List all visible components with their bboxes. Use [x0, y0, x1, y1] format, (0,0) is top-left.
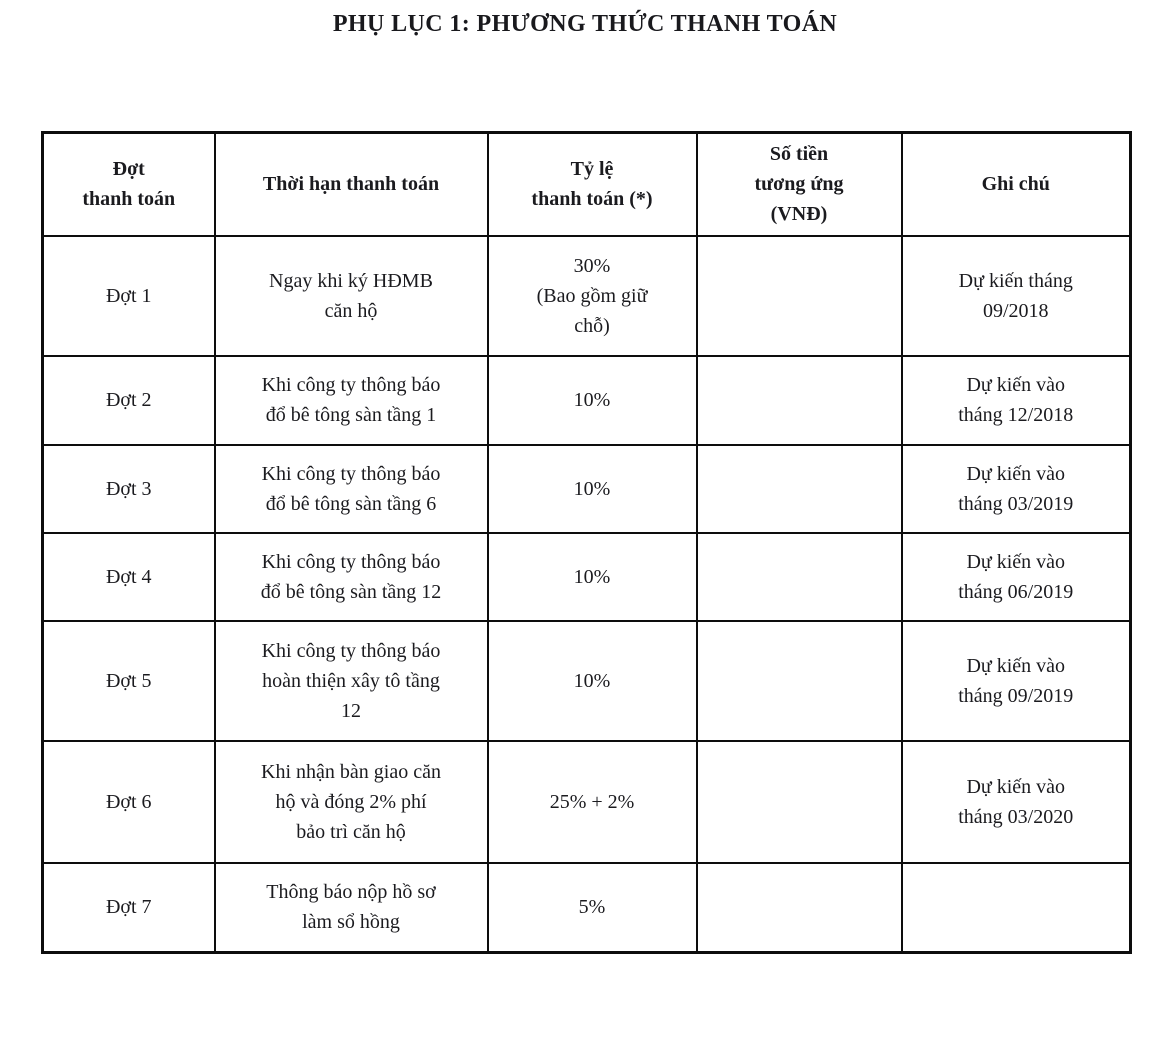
- payment-schedule-table: Đợt thanh toán Thời hạn thanh toán Tỷ lệ…: [41, 131, 1132, 954]
- table-header-row: Đợt thanh toán Thời hạn thanh toán Tỷ lệ…: [41, 131, 1132, 237]
- cell-amount: [695, 739, 903, 864]
- cell-amount: [695, 234, 903, 357]
- cell-installment: Đợt 5: [41, 619, 216, 742]
- cell-note: Dự kiến vào tháng 03/2019: [900, 443, 1132, 534]
- cell-installment: Đợt 7: [41, 861, 216, 954]
- table-row: Đợt 5 Khi công ty thông báo hoàn thiện x…: [41, 619, 1132, 742]
- col-header-ratio: Tỷ lệ thanh toán (*): [486, 131, 698, 237]
- table-row: Đợt 6 Khi nhận bàn giao căn hộ và đóng 2…: [41, 739, 1132, 864]
- col-header-deadline: Thời hạn thanh toán: [213, 131, 489, 237]
- cell-deadline: Khi công ty thông báo đổ bê tông sàn tần…: [213, 443, 489, 534]
- col-header-note: Ghi chú: [900, 131, 1132, 237]
- cell-note: Dự kiến tháng 09/2018: [900, 234, 1132, 357]
- cell-deadline: Khi công ty thông báo hoàn thiện xây tô …: [213, 619, 489, 742]
- table-row: Đợt 3 Khi công ty thông báo đổ bê tông s…: [41, 443, 1132, 534]
- cell-installment: Đợt 4: [41, 531, 216, 622]
- cell-deadline: Khi công ty thông báo đổ bê tông sàn tần…: [213, 354, 489, 446]
- cell-installment: Đợt 6: [41, 739, 216, 864]
- cell-note: Dự kiến vào tháng 03/2020: [900, 739, 1132, 864]
- cell-ratio: 30% (Bao gồm giữ chỗ): [486, 234, 698, 357]
- cell-ratio: 10%: [486, 354, 698, 446]
- page-title: PHỤ LỤC 1: PHƯƠNG THỨC THANH TOÁN: [332, 11, 838, 37]
- cell-ratio: 10%: [486, 531, 698, 622]
- cell-note: [900, 861, 1132, 954]
- document-page: PHỤ LỤC 1: PHƯƠNG THỨC THANH TOÁN Đợt th…: [0, 11, 1170, 1056]
- cell-amount: [695, 861, 903, 954]
- table-row: Đợt 4 Khi công ty thông báo đổ bê tông s…: [41, 531, 1132, 622]
- cell-ratio: 10%: [486, 443, 698, 534]
- table-row: Đợt 1 Ngay khi ký HĐMB căn hộ 30% (Bao g…: [41, 234, 1132, 357]
- cell-ratio: 5%: [486, 861, 698, 954]
- cell-amount: [695, 443, 903, 534]
- col-header-amount: Số tiền tương ứng (VNĐ): [695, 131, 903, 237]
- cell-installment: Đợt 3: [41, 443, 216, 534]
- cell-deadline: Khi công ty thông báo đổ bê tông sàn tần…: [213, 531, 489, 622]
- cell-note: Dự kiến vào tháng 06/2019: [900, 531, 1132, 622]
- col-header-installment: Đợt thanh toán: [41, 131, 216, 237]
- cell-amount: [695, 354, 903, 446]
- table-row: Đợt 2 Khi công ty thông báo đổ bê tông s…: [41, 354, 1132, 446]
- cell-deadline: Ngay khi ký HĐMB căn hộ: [213, 234, 489, 357]
- cell-installment: Đợt 1: [41, 234, 216, 357]
- cell-deadline: Khi nhận bàn giao căn hộ và đóng 2% phí …: [213, 739, 489, 864]
- cell-amount: [695, 531, 903, 622]
- cell-note: Dự kiến vào tháng 12/2018: [900, 354, 1132, 446]
- cell-deadline: Thông báo nộp hồ sơ làm sổ hồng: [213, 861, 489, 954]
- cell-amount: [695, 619, 903, 742]
- cell-note: Dự kiến vào tháng 09/2019: [900, 619, 1132, 742]
- table-row: Đợt 7 Thông báo nộp hồ sơ làm sổ hồng 5%: [41, 861, 1132, 954]
- cell-installment: Đợt 2: [41, 354, 216, 446]
- cell-ratio: 25% + 2%: [486, 739, 698, 864]
- cell-ratio: 10%: [486, 619, 698, 742]
